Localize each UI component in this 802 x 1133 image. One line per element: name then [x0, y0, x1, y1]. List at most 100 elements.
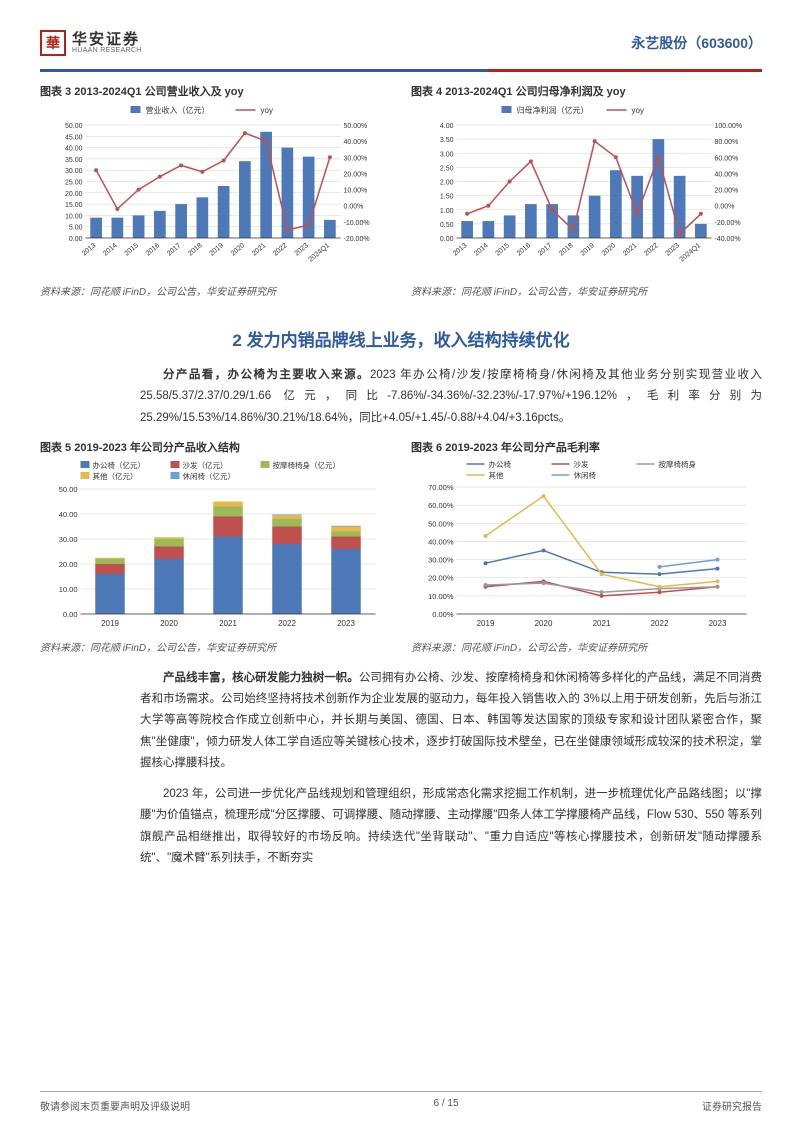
svg-text:2022: 2022 [651, 619, 669, 628]
chart3: 营业收入（亿元）yoy0.005.0010.0015.0020.0025.003… [40, 103, 391, 278]
svg-text:沙发: 沙发 [574, 459, 589, 469]
svg-text:1.50: 1.50 [440, 194, 454, 201]
svg-text:20.00: 20.00 [59, 560, 78, 569]
chart5-title: 图表 5 2019-2023 年公司分产品收入结构 [40, 439, 391, 455]
svg-text:2014: 2014 [473, 242, 490, 257]
chart6: 办公椅沙发按摩椅椅身其他休闲椅0.00%10.00%20.00%30.00%40… [411, 459, 762, 634]
svg-text:70.00%: 70.00% [428, 483, 454, 492]
svg-text:2013: 2013 [81, 242, 98, 257]
svg-text:按摩椅椅身: 按摩椅椅身 [659, 459, 697, 469]
svg-text:2021: 2021 [219, 619, 237, 628]
svg-text:0.00%: 0.00% [432, 610, 454, 619]
svg-text:沙发（亿元）: 沙发（亿元） [183, 460, 228, 470]
page-footer: 敬请参阅末页重要声明及评级说明 6 / 15 证券研究报告 [40, 1091, 762, 1113]
svg-text:40.00: 40.00 [65, 146, 83, 153]
chart5-source: 资料来源：同花顺 iFinD，公司公告，华安证券研究所 [40, 639, 391, 654]
page-header: 華 华安证券 HUAAN RESEARCH 永艺股份（603600） [40, 30, 762, 61]
svg-text:50.00: 50.00 [59, 485, 78, 494]
svg-text:20.00%: 20.00% [715, 188, 739, 195]
paragraph-2: 产品线丰富，核心研发能力独树一帜。公司拥有办公椅、沙发、按摩椅椅身和休闲椅等多样… [140, 668, 762, 774]
svg-text:30.00: 30.00 [59, 535, 78, 544]
svg-text:30.00: 30.00 [65, 168, 83, 175]
logo-block: 華 华安证券 HUAAN RESEARCH [40, 30, 142, 56]
svg-text:-20.00%: -20.00% [344, 236, 370, 243]
svg-text:2023: 2023 [337, 619, 355, 628]
svg-text:20.00: 20.00 [65, 191, 83, 198]
svg-text:0.00%: 0.00% [715, 204, 735, 211]
svg-text:10.00: 10.00 [59, 585, 78, 594]
svg-text:休闲椅: 休闲椅 [574, 470, 597, 480]
svg-text:40.00%: 40.00% [344, 139, 368, 146]
svg-text:2020: 2020 [601, 242, 618, 257]
svg-text:2019: 2019 [579, 242, 596, 257]
svg-text:50.00%: 50.00% [428, 519, 454, 528]
chart3-title: 图表 3 2013-2024Q1 公司营业收入及 yoy [40, 83, 391, 99]
svg-text:按摩椅椅身（亿元）: 按摩椅椅身（亿元） [273, 460, 341, 470]
svg-text:50.00: 50.00 [65, 123, 83, 130]
logo-cn: 华安证券 [72, 32, 142, 47]
svg-text:-10.00%: -10.00% [344, 220, 370, 227]
svg-text:2015: 2015 [494, 242, 511, 257]
svg-text:2020: 2020 [535, 619, 553, 628]
logo-en: HUAAN RESEARCH [72, 47, 142, 54]
svg-text:2020: 2020 [160, 619, 178, 628]
footer-center: 6 / 15 [433, 1098, 458, 1113]
svg-text:0.00: 0.00 [69, 236, 83, 243]
stock-title: 永艺股份（603600） [631, 33, 762, 53]
svg-text:2024Q1: 2024Q1 [308, 242, 332, 263]
logo-icon: 華 [40, 30, 66, 56]
svg-text:归母净利润（亿元）: 归母净利润（亿元） [517, 105, 589, 115]
chart4-source: 资料来源：同花顺 iFinD，公司公告，华安证券研究所 [411, 283, 762, 298]
svg-text:2013: 2013 [452, 242, 469, 257]
svg-text:2021: 2021 [622, 242, 639, 257]
svg-text:2020: 2020 [230, 242, 247, 257]
svg-text:35.00: 35.00 [65, 157, 83, 164]
svg-text:办公椅（亿元）: 办公椅（亿元） [93, 460, 146, 470]
svg-text:-40.00%: -40.00% [715, 236, 741, 243]
svg-text:2022: 2022 [272, 242, 289, 257]
svg-text:2022: 2022 [278, 619, 296, 628]
svg-text:2019: 2019 [477, 619, 495, 628]
svg-text:2023: 2023 [293, 242, 310, 257]
svg-text:50.00%: 50.00% [344, 123, 368, 130]
chart4-title: 图表 4 2013-2024Q1 公司归母净利润及 yoy [411, 83, 762, 99]
svg-text:2019: 2019 [208, 242, 225, 257]
chart4: 归母净利润（亿元）yoy0.000.501.001.502.002.503.00… [411, 103, 762, 278]
svg-text:3.50: 3.50 [440, 137, 454, 144]
svg-text:2016: 2016 [145, 242, 162, 257]
svg-text:其他: 其他 [489, 470, 504, 480]
svg-text:3.00: 3.00 [440, 151, 454, 158]
svg-text:10.00: 10.00 [65, 213, 83, 220]
svg-text:-20.00%: -20.00% [715, 220, 741, 227]
svg-text:0.00%: 0.00% [344, 204, 364, 211]
svg-text:2023: 2023 [709, 619, 727, 628]
svg-text:80.00%: 80.00% [715, 139, 739, 146]
svg-text:60.00%: 60.00% [715, 155, 739, 162]
svg-text:0.00: 0.00 [63, 610, 78, 619]
svg-text:30.00%: 30.00% [344, 155, 368, 162]
svg-text:2017: 2017 [166, 242, 183, 257]
svg-text:2016: 2016 [516, 242, 533, 257]
svg-text:其他（亿元）: 其他（亿元） [93, 471, 138, 481]
svg-text:营业收入（亿元）: 营业收入（亿元） [146, 105, 210, 115]
svg-text:2017: 2017 [537, 242, 554, 257]
svg-text:100.00%: 100.00% [715, 123, 743, 130]
paragraph-1: 分产品看，办公椅为主要收入来源。2023 年办公椅/沙发/按摩椅椅身/休闲椅及其… [140, 365, 762, 429]
chart5: 办公椅（亿元）沙发（亿元）按摩椅椅身（亿元）其他（亿元）休闲椅（亿元）0.001… [40, 459, 391, 634]
svg-text:1.00: 1.00 [440, 208, 454, 215]
svg-text:2018: 2018 [558, 242, 575, 257]
svg-text:2014: 2014 [102, 242, 119, 257]
svg-text:2015: 2015 [123, 242, 140, 257]
svg-text:40.00: 40.00 [59, 510, 78, 519]
svg-text:10.00%: 10.00% [428, 592, 454, 601]
svg-text:2024Q1: 2024Q1 [679, 242, 703, 263]
svg-text:45.00: 45.00 [65, 134, 83, 141]
svg-text:20.00%: 20.00% [428, 574, 454, 583]
svg-text:5.00: 5.00 [69, 225, 83, 232]
svg-text:4.00: 4.00 [440, 123, 454, 130]
svg-text:办公椅: 办公椅 [489, 459, 512, 469]
svg-text:yoy: yoy [632, 106, 644, 115]
section-title: 2 发力内销品牌线上业务，收入结构持续优化 [40, 326, 762, 351]
header-divider [40, 69, 762, 73]
svg-text:2022: 2022 [643, 242, 660, 257]
